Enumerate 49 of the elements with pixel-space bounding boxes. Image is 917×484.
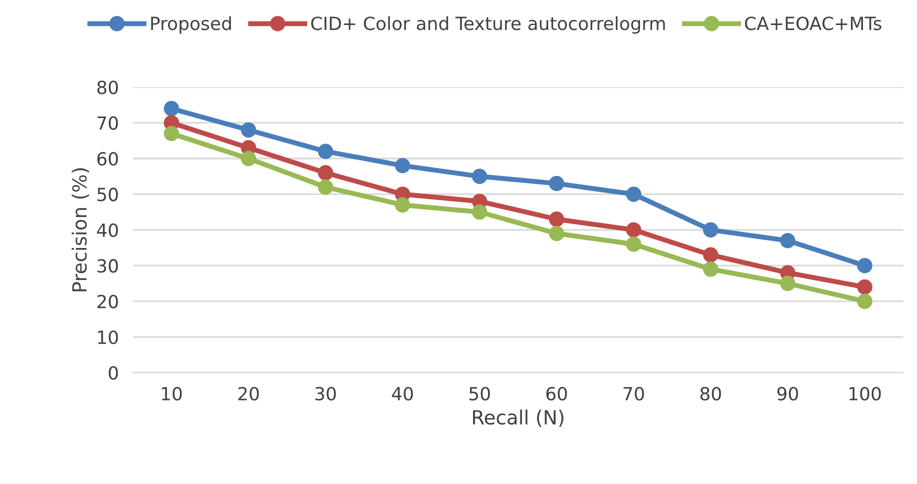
point bbox=[318, 165, 334, 180]
point bbox=[857, 294, 872, 309]
point bbox=[780, 276, 796, 292]
y-tick-label: 50 bbox=[97, 188, 118, 202]
point bbox=[394, 158, 410, 174]
legend-label: CID+ Color and Texture autocorrelogrm bbox=[311, 16, 665, 34]
y-tick-label: 30 bbox=[97, 259, 118, 273]
x-tick-label: 100 bbox=[849, 386, 881, 401]
y-tick-label: 10 bbox=[98, 330, 118, 344]
point bbox=[548, 226, 564, 242]
point bbox=[703, 247, 718, 263]
y-tick-label: 70 bbox=[98, 116, 118, 130]
point bbox=[318, 144, 334, 160]
legend-label: CA+EOAC+MTs bbox=[745, 16, 882, 30]
point bbox=[548, 176, 564, 192]
x-tick-label: 70 bbox=[624, 386, 644, 401]
point bbox=[857, 279, 872, 295]
x-tick-label: 10 bbox=[162, 386, 182, 401]
point bbox=[548, 212, 564, 227]
legend-label: Proposed bbox=[151, 16, 231, 34]
point bbox=[318, 179, 334, 195]
y-tick-label: 40 bbox=[96, 223, 118, 238]
x-tick-label: 50 bbox=[469, 386, 490, 401]
point bbox=[164, 100, 180, 116]
x-tick-label: 40 bbox=[392, 386, 413, 401]
y-tick-label: 20 bbox=[97, 294, 118, 308]
point bbox=[472, 204, 488, 220]
point bbox=[703, 222, 718, 238]
x-tick-label: 60 bbox=[546, 386, 567, 401]
point bbox=[703, 262, 718, 277]
point bbox=[780, 232, 796, 248]
y-tick-label: 60 bbox=[97, 152, 118, 166]
x-tick-label: 80 bbox=[700, 386, 721, 401]
y-tick-label: 80 bbox=[97, 80, 118, 94]
x-tick-label: 20 bbox=[238, 386, 259, 401]
x-tick-label: 90 bbox=[777, 386, 798, 401]
point bbox=[472, 168, 488, 184]
point bbox=[626, 236, 642, 252]
x-axis-title: Recall (N) bbox=[473, 410, 564, 427]
y-tick-label: 0 bbox=[108, 366, 118, 380]
point bbox=[164, 126, 180, 142]
x-tick-label: 30 bbox=[315, 386, 336, 401]
point bbox=[626, 222, 642, 238]
point bbox=[857, 258, 872, 274]
point bbox=[240, 122, 256, 138]
point bbox=[394, 197, 410, 213]
point bbox=[626, 186, 642, 202]
point bbox=[240, 150, 256, 166]
y-axis-title: Precision (%) bbox=[72, 168, 90, 292]
